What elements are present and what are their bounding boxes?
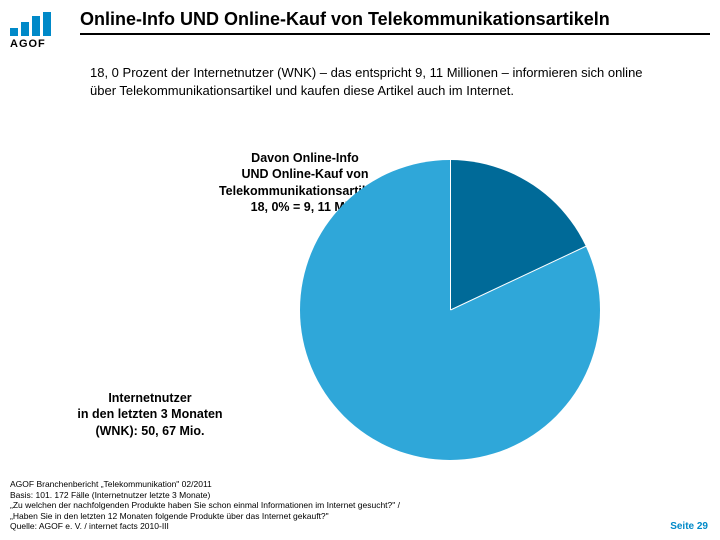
logo-bars-icon: [10, 12, 66, 36]
header: AGOF Online-Info UND Online-Kauf von Tel…: [0, 0, 720, 50]
intro-text: 18, 0 Prozent der Internetnutzer (WNK) –…: [90, 64, 650, 99]
page-label: Seite: [670, 521, 694, 532]
title-wrap: Online-Info UND Online-Kauf von Telekomm…: [80, 8, 710, 35]
footer-notes: AGOF Branchenbericht „Telekommunikation"…: [10, 479, 710, 532]
base-label: Internetnutzerin den letzten 3 Monaten(W…: [20, 390, 280, 439]
logo-text: AGOF: [10, 38, 66, 50]
chart-area: Davon Online-InfoUND Online-Kauf vonTele…: [0, 150, 720, 470]
page-number: Seite 29: [670, 521, 708, 532]
page-title: Online-Info UND Online-Kauf von Telekomm…: [80, 8, 710, 35]
agof-logo: AGOF: [10, 12, 66, 50]
page-num-value: 29: [697, 521, 708, 532]
pie-divider-1: [450, 160, 451, 310]
pie-chart: [300, 160, 600, 460]
